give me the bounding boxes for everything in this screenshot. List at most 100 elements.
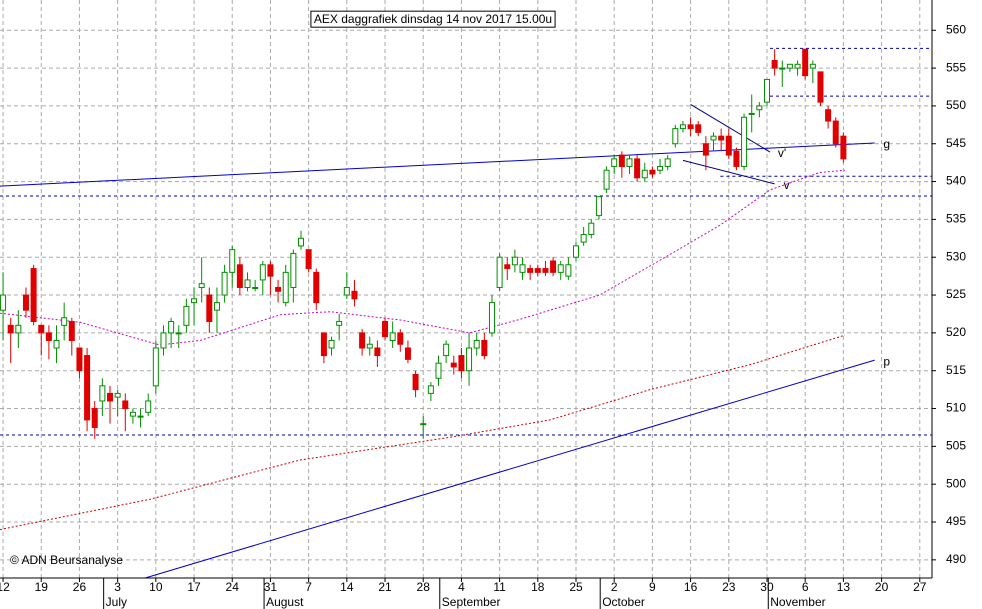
candle-body <box>786 63 793 69</box>
candle-body <box>825 109 832 122</box>
candle-body <box>443 343 450 357</box>
candle-body <box>397 332 404 345</box>
candle-body <box>420 423 427 426</box>
x-tick-label: 9 <box>649 580 656 594</box>
candle-body <box>809 63 816 69</box>
candle-body <box>137 415 144 418</box>
candle-body <box>466 347 473 372</box>
candle-body <box>496 256 503 288</box>
candle-body <box>542 268 549 273</box>
candle-body <box>374 347 381 357</box>
y-tick-label: 525 <box>946 287 966 301</box>
candle-body <box>404 347 411 360</box>
candle-body <box>450 362 457 368</box>
candle-body <box>657 165 664 171</box>
candle-body <box>741 116 748 167</box>
x-tick-label: 3 <box>114 580 121 594</box>
line-label: v <box>784 178 790 192</box>
candle-body <box>320 332 327 357</box>
x-tick-label: 21 <box>378 580 392 594</box>
candle-body <box>221 271 228 296</box>
candle-body <box>550 260 557 273</box>
x-tick-label: 19 <box>35 580 49 594</box>
overlay-line <box>682 159 775 185</box>
x-tick-label: 28 <box>417 580 431 594</box>
x-tick-label: 10 <box>149 580 163 594</box>
y-tick-label: 540 <box>946 174 966 188</box>
chart-title: AEX daggrafiek dinsdag 14 nov 2017 15.00… <box>314 12 552 26</box>
candle-body <box>366 343 373 349</box>
candle-body <box>794 63 801 69</box>
candle-body <box>191 298 198 304</box>
candle-body <box>565 264 572 277</box>
candle-body <box>481 339 488 357</box>
candle-body <box>53 339 60 349</box>
candle-body <box>198 283 205 288</box>
candle-body <box>15 324 22 334</box>
candle-body <box>160 332 167 349</box>
candle-body <box>275 286 282 292</box>
y-tick-label: 530 <box>946 249 966 263</box>
x-tick-label: 14 <box>340 580 354 594</box>
candle-body <box>611 158 618 167</box>
overlay-line <box>0 169 845 346</box>
x-tick-label: 6 <box>802 580 809 594</box>
x-tick-label: 12 <box>0 580 10 594</box>
month-label: October <box>602 595 645 609</box>
candle-body <box>664 158 671 167</box>
y-tick-label: 555 <box>946 60 966 74</box>
candle-body <box>282 271 289 304</box>
candle-body <box>91 408 98 428</box>
candle-body <box>695 124 702 133</box>
line-label: v' <box>778 146 786 160</box>
candle-body <box>771 60 778 69</box>
candle-body <box>435 362 442 379</box>
y-tick-label: 500 <box>946 476 966 490</box>
x-tick-label: 17 <box>187 580 201 594</box>
candle-body <box>30 268 37 323</box>
candle-body <box>557 264 564 273</box>
month-label: July <box>106 595 127 609</box>
overlay-line <box>145 359 875 579</box>
candle-body <box>511 256 518 266</box>
candle-body <box>236 264 243 288</box>
plot: g p v' v <box>0 47 932 579</box>
candle-body <box>488 302 495 334</box>
candle-body <box>45 332 52 341</box>
candle-body <box>38 324 45 334</box>
candle-body <box>733 150 740 167</box>
x-tick-label: 26 <box>73 580 87 594</box>
candle-body <box>534 268 541 273</box>
x-tick-label: 13 <box>837 580 851 594</box>
candle-body <box>519 264 526 273</box>
candle-body <box>634 158 641 179</box>
month-label: September <box>442 595 501 609</box>
candle-body <box>336 321 343 326</box>
candle-body <box>7 324 14 334</box>
candle-body <box>603 169 610 190</box>
candle-body <box>672 128 679 145</box>
x-tick-label: 24 <box>226 580 240 594</box>
candle-body <box>679 124 686 130</box>
x-tick-label: 27 <box>913 580 927 594</box>
x-tick-label: 2 <box>611 580 618 594</box>
candle-body <box>748 112 755 115</box>
line-label: p <box>883 354 890 368</box>
y-tick-label: 490 <box>946 552 966 566</box>
candle-body <box>382 321 389 338</box>
candle-body <box>297 237 304 247</box>
candle-body <box>267 264 274 277</box>
candle-body <box>244 279 251 288</box>
candle-body <box>802 48 809 77</box>
candle-body <box>588 222 595 236</box>
x-tick-label: 18 <box>531 580 545 594</box>
title-box <box>310 10 556 28</box>
x-tick-label: 20 <box>875 580 889 594</box>
candle-body <box>328 339 335 349</box>
candle-body <box>61 317 68 326</box>
y-tick-label: 520 <box>946 325 966 339</box>
y-tick-label: 495 <box>946 514 966 528</box>
candle-body <box>259 264 266 281</box>
candle-body <box>168 321 175 334</box>
candle-body <box>710 135 717 141</box>
